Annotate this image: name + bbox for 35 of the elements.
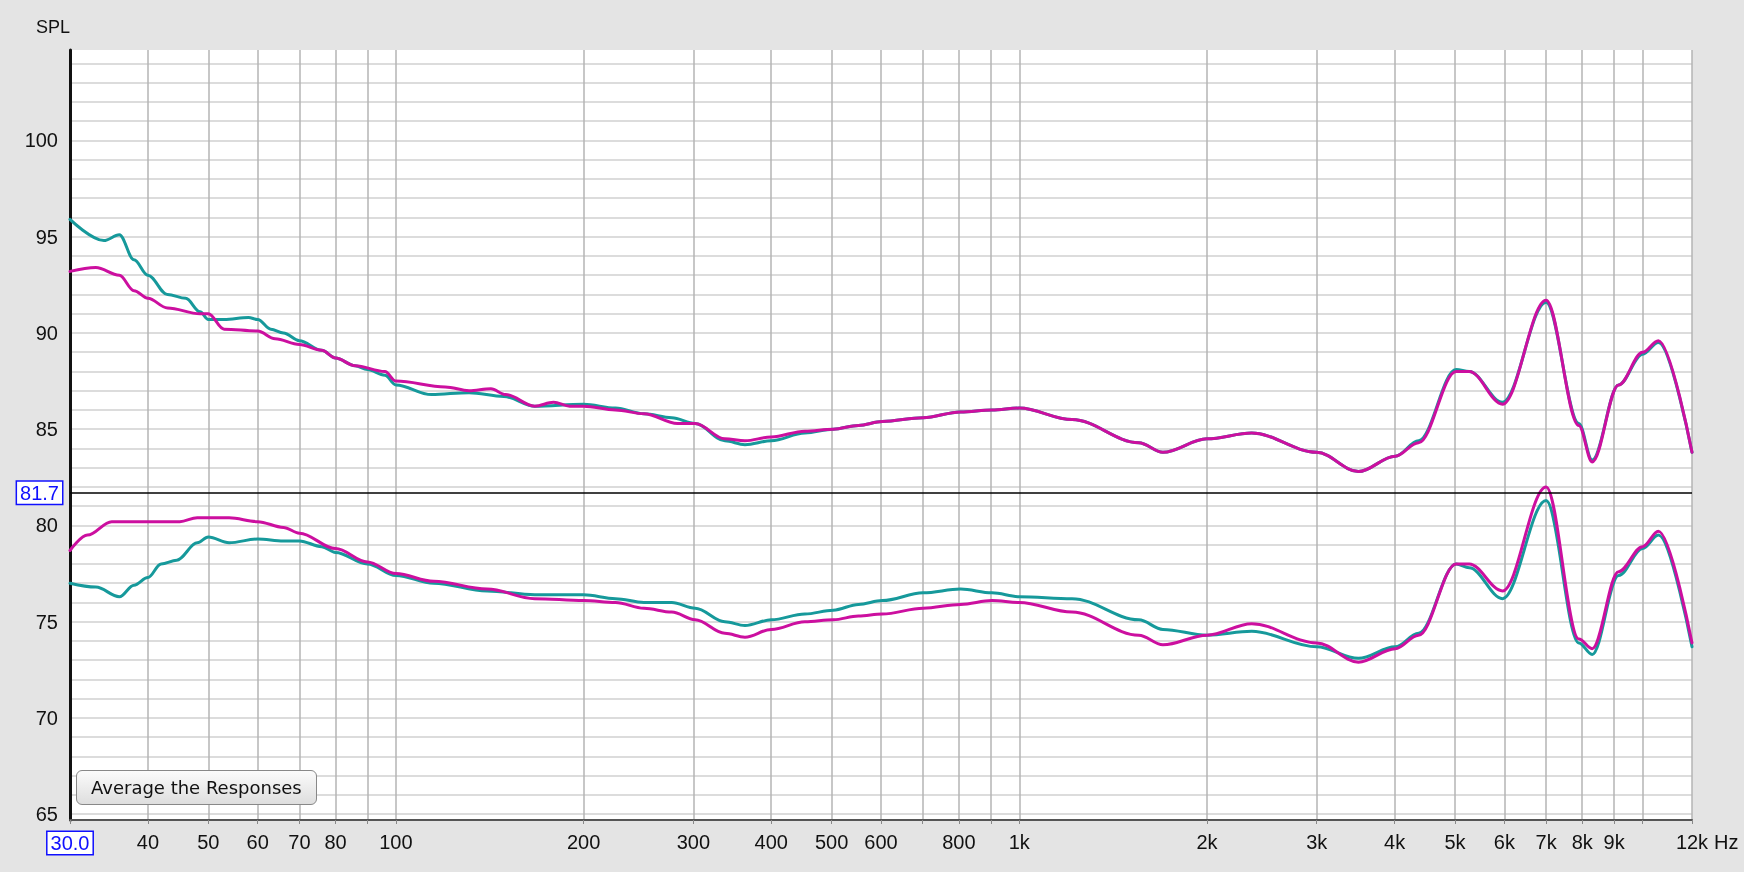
x-tick-label: 400 bbox=[754, 831, 788, 853]
x-tick-label: 70 bbox=[288, 831, 311, 853]
x-tick-label: 3k bbox=[1306, 831, 1329, 853]
x-tick-label: 30.0 bbox=[50, 832, 90, 854]
x-tick-label: 80 bbox=[324, 831, 347, 853]
y-tick-label: 90 bbox=[35, 321, 58, 344]
x-tick-label: 300 bbox=[676, 831, 711, 853]
y-tick-label: 70 bbox=[35, 706, 58, 729]
y-tick-label: 95 bbox=[35, 225, 58, 248]
button: Average the Responses bbox=[76, 770, 317, 805]
y-tick-label: 80 bbox=[35, 514, 58, 537]
y-axis-title: SPL bbox=[35, 17, 70, 37]
x-tick-label: 40 bbox=[136, 831, 160, 853]
x-tick-label: 600 bbox=[864, 831, 898, 853]
x-tick-label: 9k bbox=[1603, 831, 1626, 853]
x-tick-label: 8k bbox=[1571, 831, 1594, 853]
x-tick-label: 200 bbox=[566, 831, 601, 853]
x-tick-label: 800 bbox=[942, 831, 976, 853]
ref-line-label: 81.7 bbox=[20, 481, 59, 504]
y-tick-label: 75 bbox=[35, 610, 58, 633]
x-tick-label: 500 bbox=[814, 831, 849, 853]
x-tick-label: 6k bbox=[1493, 831, 1516, 853]
x-tick-label: 50 bbox=[197, 831, 220, 853]
x-axis-title: Hz bbox=[1714, 831, 1739, 853]
y-tick-label: 100 bbox=[24, 129, 58, 152]
x-tick-label: 1k bbox=[1008, 831, 1031, 853]
x-tick-label: 7k bbox=[1535, 831, 1558, 853]
x-tick-label: 4k bbox=[1384, 831, 1407, 853]
y-tick-label: 85 bbox=[35, 418, 58, 441]
x-tick-label: 5k bbox=[1444, 831, 1467, 853]
x-tick-label: 12k bbox=[1675, 831, 1710, 853]
x-tick-label: 2k bbox=[1196, 831, 1219, 853]
y-tick-label: 65 bbox=[35, 803, 58, 826]
x-tick-label: 100 bbox=[379, 831, 413, 853]
x-tick-label: 60 bbox=[246, 831, 269, 853]
